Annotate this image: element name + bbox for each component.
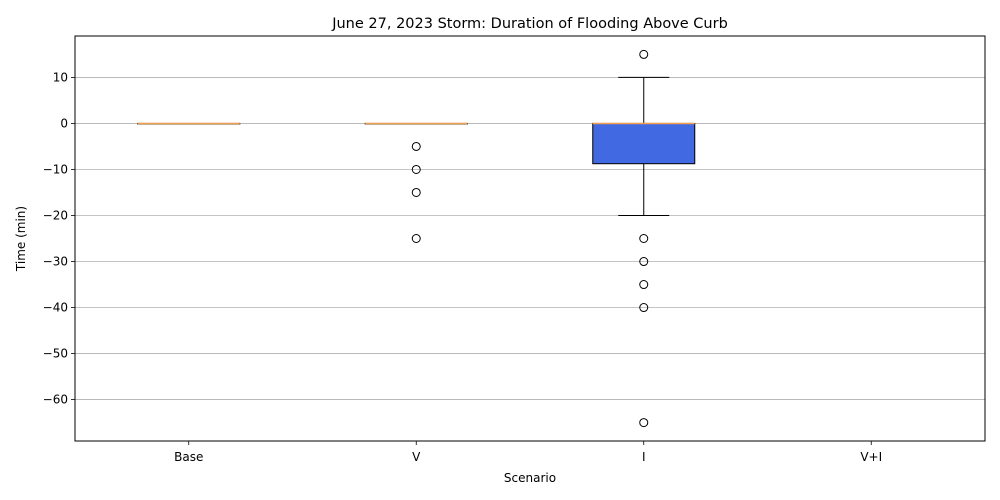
outlier-point <box>411 234 421 243</box>
outlier-point <box>639 49 649 59</box>
box-base <box>137 122 241 125</box>
chart-title: June 27, 2023 Storm: Duration of Floodin… <box>331 16 728 32</box>
y-tick-label: −50 <box>43 347 68 361</box>
outlier-point <box>639 303 649 313</box>
axes-frame <box>74 35 986 442</box>
x-tick-label: V <box>412 450 421 464</box>
outlier-point <box>639 418 649 428</box>
y-tick-label: −60 <box>43 393 68 407</box>
box-i <box>592 49 696 428</box>
tick-layer: 10 0 −10 −20 −30 −40 −50 −60 Base V I V+I <box>43 70 882 464</box>
x-tick-label: I <box>642 450 646 464</box>
outlier-point <box>639 280 649 290</box>
y-tick-label: −20 <box>43 208 68 222</box>
outlier-point <box>639 234 649 243</box>
grid-lines <box>75 77 985 400</box>
x-tick-label: V+I <box>860 450 882 464</box>
y-tick-label: −30 <box>43 255 68 269</box>
y-tick-label: 0 <box>60 116 68 130</box>
box-layer <box>137 49 696 428</box>
outlier-point <box>411 187 421 197</box>
box-v <box>364 122 468 243</box>
x-axis-label: Scenario <box>504 471 556 485</box>
y-tick-label: −10 <box>43 162 68 176</box>
y-tick-label: −40 <box>43 301 68 315</box>
y-tick-label: 10 <box>53 70 68 84</box>
outlier-point <box>411 164 421 174</box>
outlier-point <box>639 257 649 267</box>
y-axis-label: Time (min) <box>14 206 28 272</box>
outlier-point <box>411 141 421 151</box>
x-tick-label: Base <box>174 450 203 464</box>
iqr-box <box>592 122 696 165</box>
